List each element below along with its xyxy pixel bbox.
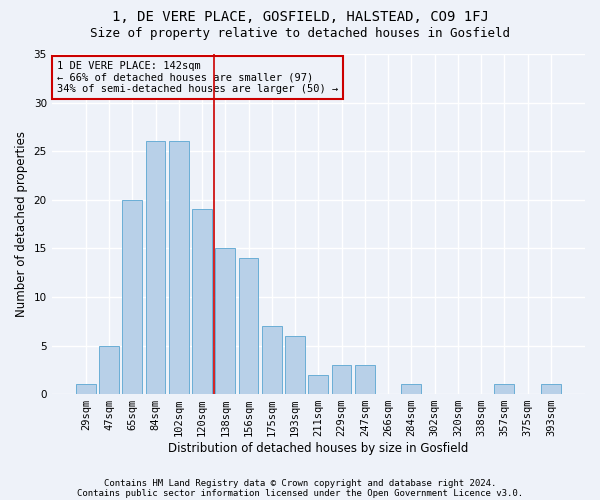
X-axis label: Distribution of detached houses by size in Gosfield: Distribution of detached houses by size … [168,442,469,455]
Bar [239,258,259,394]
Bar [192,210,212,394]
Bar [332,365,352,394]
Y-axis label: Number of detached properties: Number of detached properties [15,131,28,317]
Bar [169,142,188,394]
Text: 1 DE VERE PLACE: 142sqm
← 66% of detached houses are smaller (97)
34% of semi-de: 1 DE VERE PLACE: 142sqm ← 66% of detache… [57,61,338,94]
Bar [355,365,375,394]
Text: Contains HM Land Registry data © Crown copyright and database right 2024.: Contains HM Land Registry data © Crown c… [104,478,496,488]
Bar [262,326,282,394]
Bar [285,336,305,394]
Bar [99,346,119,394]
Text: Contains public sector information licensed under the Open Government Licence v3: Contains public sector information licen… [77,488,523,498]
Bar [146,142,166,394]
Bar [308,374,328,394]
Bar [494,384,514,394]
Bar [122,200,142,394]
Bar [76,384,95,394]
Text: Size of property relative to detached houses in Gosfield: Size of property relative to detached ho… [90,28,510,40]
Bar [541,384,561,394]
Bar [215,248,235,394]
Text: 1, DE VERE PLACE, GOSFIELD, HALSTEAD, CO9 1FJ: 1, DE VERE PLACE, GOSFIELD, HALSTEAD, CO… [112,10,488,24]
Bar [401,384,421,394]
